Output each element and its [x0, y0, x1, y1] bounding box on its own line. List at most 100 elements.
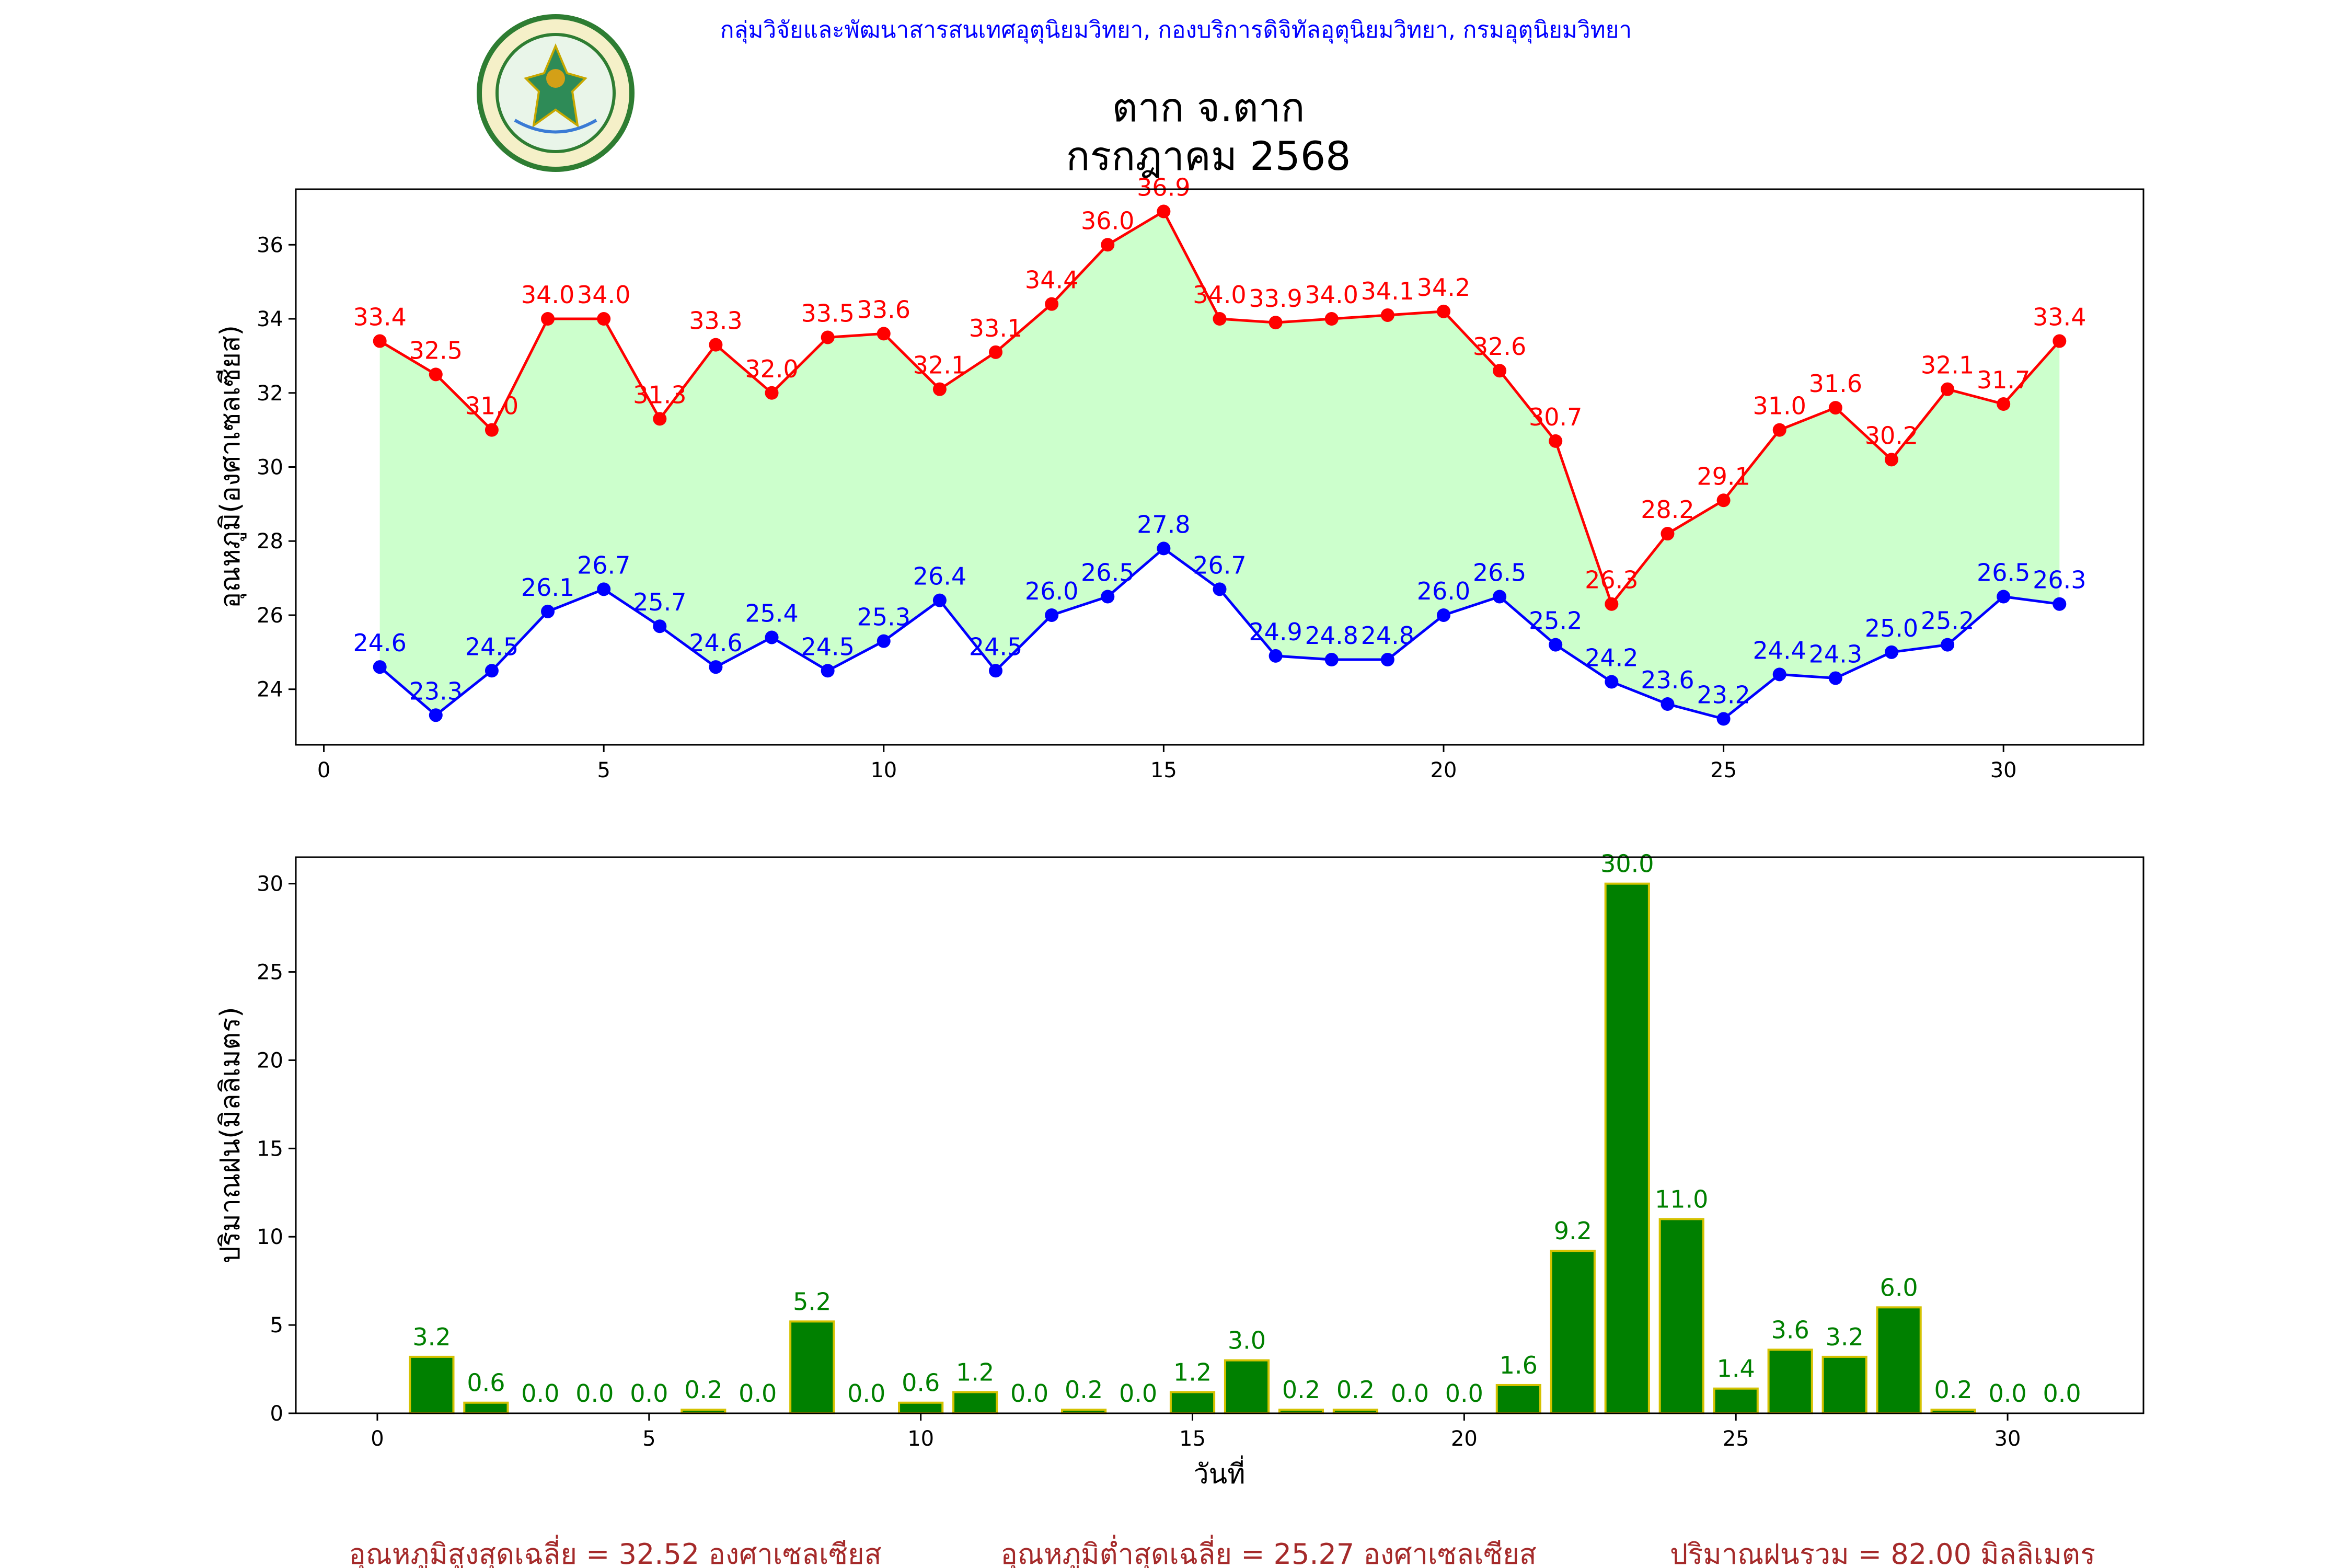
min-temp-data-label: 24.5 — [801, 632, 854, 661]
min-temp-data-label: 24.4 — [1753, 636, 1806, 664]
rainfall-data-label: 0.2 — [1336, 1376, 1375, 1404]
max-temp-point — [1493, 364, 1507, 378]
rainfall-data-label: 0.0 — [575, 1379, 614, 1408]
rainfall-bar — [1604, 882, 1650, 1414]
rainfall-bar — [1550, 1250, 1596, 1414]
temperature-y-tick-label: 36 — [257, 233, 283, 257]
max-temp-data-label: 36.9 — [1137, 174, 1190, 202]
temperature-axis-ticks: 0 5 10 15 20 25 30 24 26 28 30 32 34 36 — [257, 233, 2017, 782]
max-temp-point — [1941, 382, 1955, 396]
min-temp-point — [653, 619, 667, 633]
rainfall-chart: 3.20.6 0.0 0.0 0.0 0.2 0.05.20.0 0.6 1.20.0 0.2 0… — [215, 850, 2145, 1490]
min-temp-data-label: 24.5 — [969, 632, 1022, 661]
temperature-range-fill — [379, 211, 2060, 719]
rainfall-data-label: 5.2 — [793, 1287, 831, 1316]
max-temp-data-label: 32.5 — [409, 336, 463, 364]
max-temp-point — [1605, 597, 1619, 611]
rainfall-bar — [463, 1401, 509, 1415]
temperature-y-axis-label: อุณหภูมิ(องศาเซลเซียส) — [215, 325, 247, 608]
min-temp-point — [1605, 675, 1619, 689]
rainfall-data-label: 11.0 — [1655, 1185, 1708, 1213]
rainfall-data-label: 0.0 — [1010, 1379, 1048, 1408]
min-temp-data-label: 24.6 — [353, 629, 406, 657]
max-temp-point — [821, 330, 835, 344]
min-temp-data-label: 24.8 — [1305, 621, 1358, 650]
rainfall-bar — [1495, 1383, 1541, 1415]
max-temp-data-label: 34.0 — [1305, 281, 1358, 309]
max-temp-point — [653, 412, 667, 426]
temperature-y-tick-label: 30 — [257, 456, 283, 480]
max-temp-point — [877, 327, 891, 341]
rainfall-bar — [1713, 1387, 1759, 1415]
max-temp-data-label: 34.1 — [1361, 277, 1414, 305]
rainfall-x-tick-label: 5 — [642, 1427, 655, 1451]
max-temp-point — [989, 345, 1003, 359]
min-temp-point — [1716, 712, 1731, 726]
rainfall-y-tick-label: 30 — [257, 872, 283, 896]
min-temp-data-label: 24.8 — [1361, 621, 1414, 650]
rainfall-bar — [952, 1391, 998, 1414]
max-temp-point — [485, 423, 499, 437]
rainfall-y-tick-label: 15 — [257, 1137, 283, 1161]
max-temp-data-label: 28.2 — [1641, 495, 1694, 524]
max-temp-data-label: 26.3 — [1585, 566, 1638, 594]
rainfall-x-tick-label: 20 — [1451, 1427, 1478, 1451]
min-temp-data-label: 26.5 — [1977, 559, 2030, 587]
rainfall-x-tick-label: 25 — [1723, 1427, 1749, 1451]
max-temp-data-label: 33.6 — [857, 295, 910, 324]
temperature-y-tick-label: 24 — [257, 678, 283, 702]
rainfall-y-axis-label: ปริมาณฝน(มิลลิเมตร) — [215, 1007, 246, 1263]
rainfall-bar — [1658, 1218, 1704, 1414]
max-temp-data-label: 34.0 — [1193, 281, 1246, 309]
max-temp-data-label: 31.7 — [1977, 366, 2030, 394]
temperature-chart: 33.432.531.034.0 34.031.333.332.033.5 33.6… — [215, 174, 2145, 782]
temperature-markers — [373, 204, 2067, 726]
max-temp-data-label: 34.2 — [1417, 273, 1470, 302]
max-temp-point — [1716, 493, 1731, 508]
department-logo — [477, 14, 635, 172]
max-temp-point — [932, 382, 947, 396]
max-temp-point — [1213, 312, 1227, 326]
max-temp-point — [541, 312, 555, 326]
chart-title-line1: ตาก จ.ตาก — [1112, 84, 1305, 131]
rainfall-data-label: 3.2 — [1826, 1323, 1864, 1351]
max-temp-data-label: 33.9 — [1249, 284, 1302, 313]
rainfall-data-label: 1.4 — [1717, 1355, 1755, 1383]
max-temp-data-label: 31.0 — [1753, 392, 1806, 420]
max-temp-point — [1269, 316, 1283, 330]
min-temp-data-label: 23.3 — [409, 677, 463, 705]
min-temp-point — [821, 664, 835, 678]
rainfall-x-tick-label: 0 — [371, 1427, 384, 1451]
min-temp-point — [932, 593, 947, 607]
rainfall-y-tick-label: 5 — [270, 1313, 283, 1338]
min-temp-data-label: 24.6 — [689, 629, 742, 657]
rainfall-bar — [1767, 1348, 1813, 1414]
rainfall-data-label: 0.0 — [2043, 1379, 2081, 1408]
min-temp-point — [1828, 671, 1842, 685]
summary-avg-min: อุณหภูมิต่ำสุดเฉลี่ย = 25.27 องศาเซลเซีย… — [1000, 1535, 1536, 1568]
rainfall-data-label: 30.0 — [1600, 850, 1654, 878]
min-temp-data-label: 26.5 — [1473, 559, 1526, 587]
department-line: กลุ่มวิจัยและพัฒนาสารสนเทศอุตุนิยมวิทยา,… — [720, 17, 1632, 44]
min-temp-data-label: 23.2 — [1697, 681, 1750, 709]
max-temp-point — [1045, 297, 1059, 311]
temperature-fill-area — [379, 211, 2060, 719]
min-temp-data-label: 25.3 — [857, 603, 910, 631]
max-temp-data-label: 34.0 — [521, 281, 574, 309]
max-temp-data-label: 34.0 — [577, 281, 630, 309]
rainfall-data-label: 0.2 — [1934, 1376, 1973, 1404]
rainfall-bar — [789, 1320, 835, 1414]
rainfall-y-tick-label: 20 — [257, 1048, 283, 1073]
rainfall-data-label: 3.0 — [1228, 1327, 1266, 1355]
min-temp-point — [597, 582, 611, 596]
min-temp-point — [1493, 590, 1507, 604]
max-temp-data-label: 33.5 — [801, 299, 854, 327]
min-temp-point — [1269, 649, 1283, 663]
rainfall-data-label: 3.2 — [412, 1323, 451, 1351]
temperature-y-tick-label: 28 — [257, 529, 283, 554]
temperature-x-tick-label: 0 — [317, 758, 330, 782]
rainfall-data-label: 0.0 — [1391, 1379, 1429, 1408]
rainfall-y-tick-label: 10 — [257, 1225, 283, 1249]
max-temp-point — [1157, 204, 1171, 218]
